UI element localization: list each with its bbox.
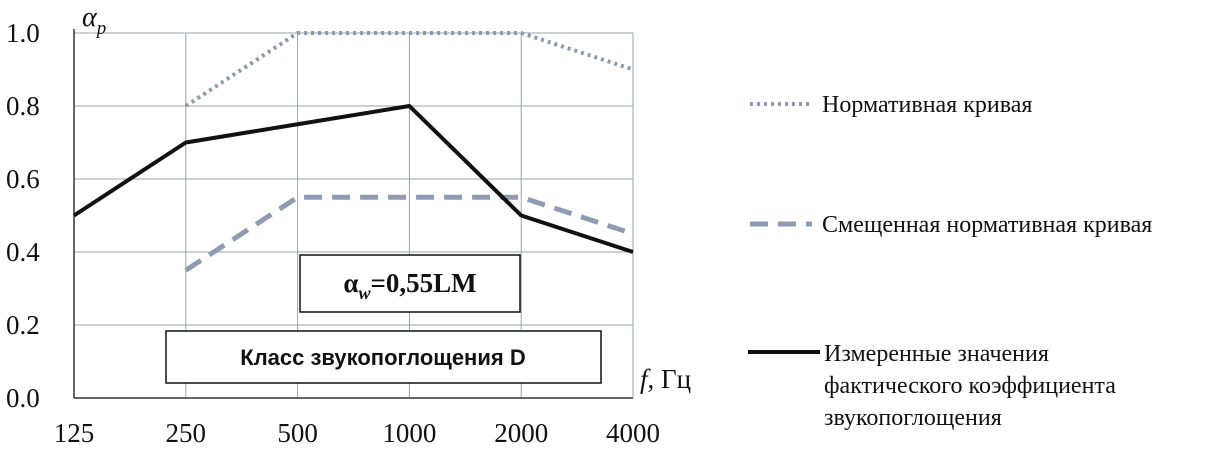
x-tick-label: 500 <box>277 418 318 448</box>
x-tick-label: 250 <box>166 418 207 448</box>
alpha-w-rest: =0,55LM <box>370 268 476 298</box>
legend: Нормативная кривая Смещенная нормативная… <box>748 92 1152 431</box>
x-axis-title: f, Гц <box>640 364 691 394</box>
x-axis-title-italic: f <box>640 364 651 394</box>
y-tick-label: 0.2 <box>6 310 40 340</box>
y-tick-label: 0.6 <box>6 164 40 194</box>
y-tick-label: 0.0 <box>6 383 40 413</box>
alpha-w-box: αw=0,55LM <box>299 254 521 313</box>
legend-label-shifted: Смещенная нормативная кривая <box>822 212 1152 238</box>
y-axis-title-sub: p <box>95 18 107 39</box>
tick-labels: 0.0 0.2 0.4 0.6 0.8 1.0 125 250 500 1000 2000 4000 <box>6 18 660 448</box>
legend-label-normative: Нормативная кривая <box>822 92 1032 118</box>
alpha-w-base: α <box>343 268 358 298</box>
alpha-w-text: αw=0,55LM <box>343 268 476 303</box>
y-tick-label: 0.8 <box>6 91 40 121</box>
x-tick-label: 125 <box>54 418 95 448</box>
legend-label-measured-line3: звукопоглощения <box>824 405 1002 431</box>
sound-class-box: Класс звукопоглощения D <box>165 330 602 384</box>
y-tick-label: 1.0 <box>6 18 40 48</box>
series-line-measured-curve <box>72 104 634 254</box>
y-axis-title: αp <box>82 2 106 39</box>
y-tick-label: 0.4 <box>6 237 40 267</box>
legend-label-measured-line2: фактического коэффициента <box>824 373 1116 399</box>
alpha-w-sub: w <box>358 283 371 303</box>
series-lines <box>72 31 634 273</box>
x-tick-label: 1000 <box>382 418 436 448</box>
y-axis-title-base: α <box>82 2 98 33</box>
sound-class-text: Класс звукопоглощения D <box>240 345 525 370</box>
x-axis-title-unit: , Гц <box>648 364 692 394</box>
series-line-shifted-normative-curve <box>184 194 634 273</box>
x-tick-label: 4000 <box>606 418 660 448</box>
x-tick-label: 2000 <box>494 418 548 448</box>
legend-label-measured-line1: Измеренные значения <box>824 341 1049 367</box>
